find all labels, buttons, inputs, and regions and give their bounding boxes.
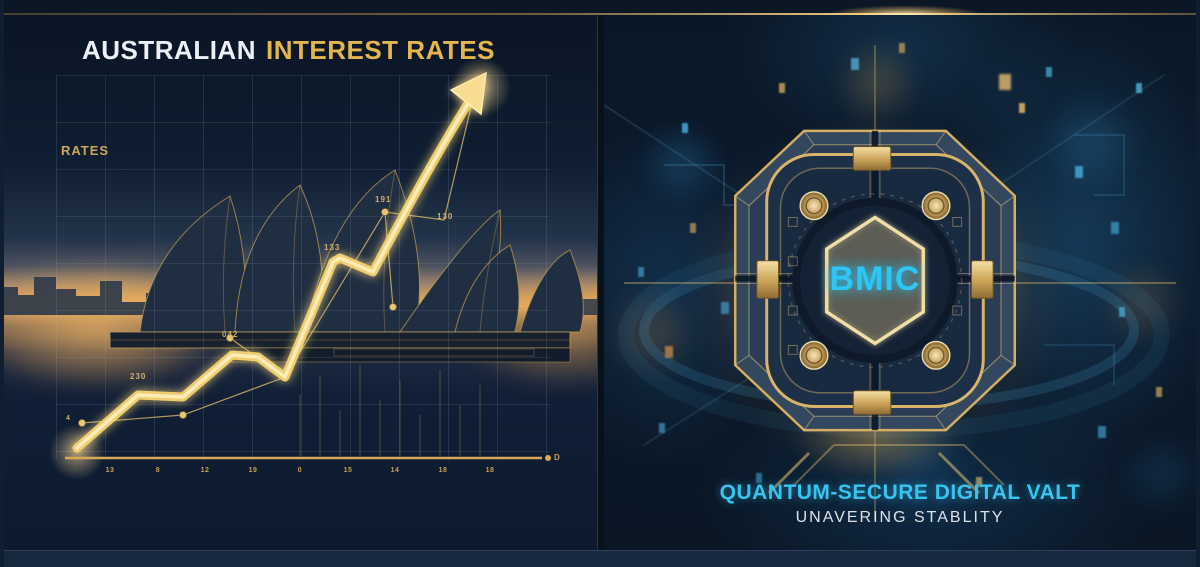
point-label: 230: [130, 372, 147, 381]
x-tick-label: 13: [105, 467, 115, 474]
door-detail-squares: [787, 217, 963, 355]
trend-arrow-line: [72, 71, 487, 453]
x-tick-label: 14: [390, 467, 400, 474]
point-label: 133: [324, 243, 341, 252]
point-label: 4: [66, 415, 71, 422]
gold-flare-line: [4, 13, 1196, 15]
point-label: 191: [375, 195, 392, 204]
frame-left-edge: [0, 0, 4, 567]
opera-house-base: [109, 331, 571, 363]
arrow-tip-glow: [451, 57, 511, 117]
bolt-inner-rings: [805, 197, 945, 364]
opera-house-sails: [139, 169, 584, 333]
x-tick-label: 19: [248, 467, 258, 474]
interest-rate-chart: [49, 57, 542, 480]
subheadline: UNAVERING STABLITY: [795, 509, 1005, 526]
x-tick-label: 12: [200, 467, 210, 474]
vault-side-tabs: [756, 146, 994, 415]
frame-right-edge: [1196, 0, 1200, 567]
axis-end-dot: [545, 455, 551, 461]
axis-end-label: D: [554, 453, 560, 462]
title-part-gold: INTEREST RATES: [266, 35, 495, 65]
y-axis-label: RATES: [61, 143, 110, 158]
right-panel-digital-vault: BMIC QUANTUM-SECURE DIGITAL VALT UNAVERI…: [604, 15, 1196, 550]
vault-brand-label: BMIC: [829, 260, 921, 298]
data-point-markers: [78, 208, 397, 427]
vault-dial-ring: [787, 193, 963, 368]
point-label: 042: [222, 330, 239, 339]
frame-bottom-bar: [0, 550, 1200, 567]
vault-hexagon: [825, 215, 925, 346]
x-tick-label: 18: [438, 467, 448, 474]
x-tick-label: 18: [485, 467, 495, 474]
opera-house-artwork: [4, 169, 597, 363]
title-part-white: AUSTRALIAN: [82, 35, 256, 65]
left-panel-interest-rates: AUSTRALIAN INTEREST RATES RATES 13 8 12 1…: [4, 15, 597, 550]
x-tick-label: 15: [343, 467, 353, 474]
point-label: 130: [437, 212, 454, 221]
page-title: AUSTRALIAN INTEREST RATES: [82, 35, 495, 66]
corner-bolts: [799, 191, 951, 370]
corner-facet-lines: [734, 130, 1016, 431]
x-tick-label: 0: [297, 467, 303, 474]
axis-drop-lines: [299, 365, 481, 456]
vault-door: [733, 129, 1017, 432]
x-tick-label: 8: [155, 467, 161, 474]
headline: QUANTUM-SECURE DIGITAL VALT: [719, 481, 1081, 504]
